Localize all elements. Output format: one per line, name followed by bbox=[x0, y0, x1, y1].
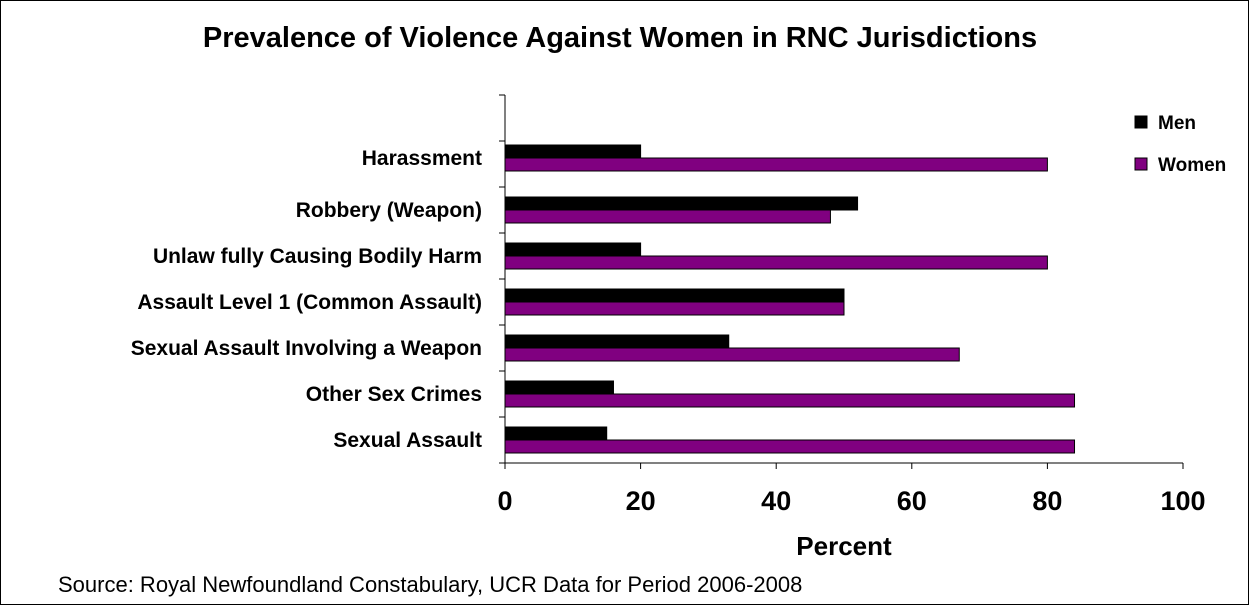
bar-women-4 bbox=[504, 301, 845, 316]
category-label: Other Sex Crimes bbox=[306, 383, 482, 406]
category-label: Robbery (Weapon) bbox=[296, 199, 482, 222]
x-tick-label: 100 bbox=[1160, 486, 1205, 516]
legend-label-men: Men bbox=[1158, 113, 1196, 134]
legend-swatch-women bbox=[1134, 157, 1148, 171]
bar-women-5 bbox=[504, 347, 960, 362]
legend-swatch-men bbox=[1134, 115, 1148, 129]
chart-title: Prevalence of Violence Against Women in … bbox=[203, 22, 1037, 54]
x-tick-label: 80 bbox=[1032, 486, 1062, 516]
category-label: Harassment bbox=[362, 147, 482, 170]
category-label: Sexual Assault Involving a Weapon bbox=[131, 337, 482, 360]
bar-men-1 bbox=[504, 144, 642, 159]
plot-area bbox=[499, 94, 1184, 469]
bar-women-3 bbox=[504, 255, 1048, 270]
x-tick-labels: 0 20 40 60 80 100 bbox=[497, 486, 1205, 516]
bar-women-6 bbox=[504, 393, 1076, 408]
bar-men-4 bbox=[504, 288, 845, 303]
bar-men-7 bbox=[504, 426, 608, 441]
category-label: Sexual Assault bbox=[333, 429, 482, 452]
bar-women-7 bbox=[504, 439, 1076, 454]
x-tick-label: 40 bbox=[761, 486, 791, 516]
bar-men-2 bbox=[504, 196, 859, 211]
x-axis-label: Percent bbox=[796, 531, 892, 561]
category-labels: Harassment Robbery (Weapon) Unlaw fully Ca… bbox=[131, 147, 482, 452]
bar-men-3 bbox=[504, 242, 642, 257]
legend: Men Women bbox=[1134, 113, 1226, 176]
category-label: Assault Level 1 (Common Assault) bbox=[137, 291, 482, 314]
bar-women-2 bbox=[504, 209, 831, 224]
category-label: Unlaw fully Causing Bodily Harm bbox=[153, 245, 482, 268]
bar-women-1 bbox=[504, 157, 1048, 172]
x-tick-label: 60 bbox=[897, 486, 927, 516]
x-tick-label: 20 bbox=[626, 486, 656, 516]
bar-men-6 bbox=[504, 380, 614, 395]
bar-men-5 bbox=[504, 334, 730, 349]
x-tick-label: 0 bbox=[497, 486, 512, 516]
source-note: Source: Royal Newfoundland Constabulary,… bbox=[58, 572, 802, 597]
legend-label-women: Women bbox=[1158, 155, 1226, 176]
